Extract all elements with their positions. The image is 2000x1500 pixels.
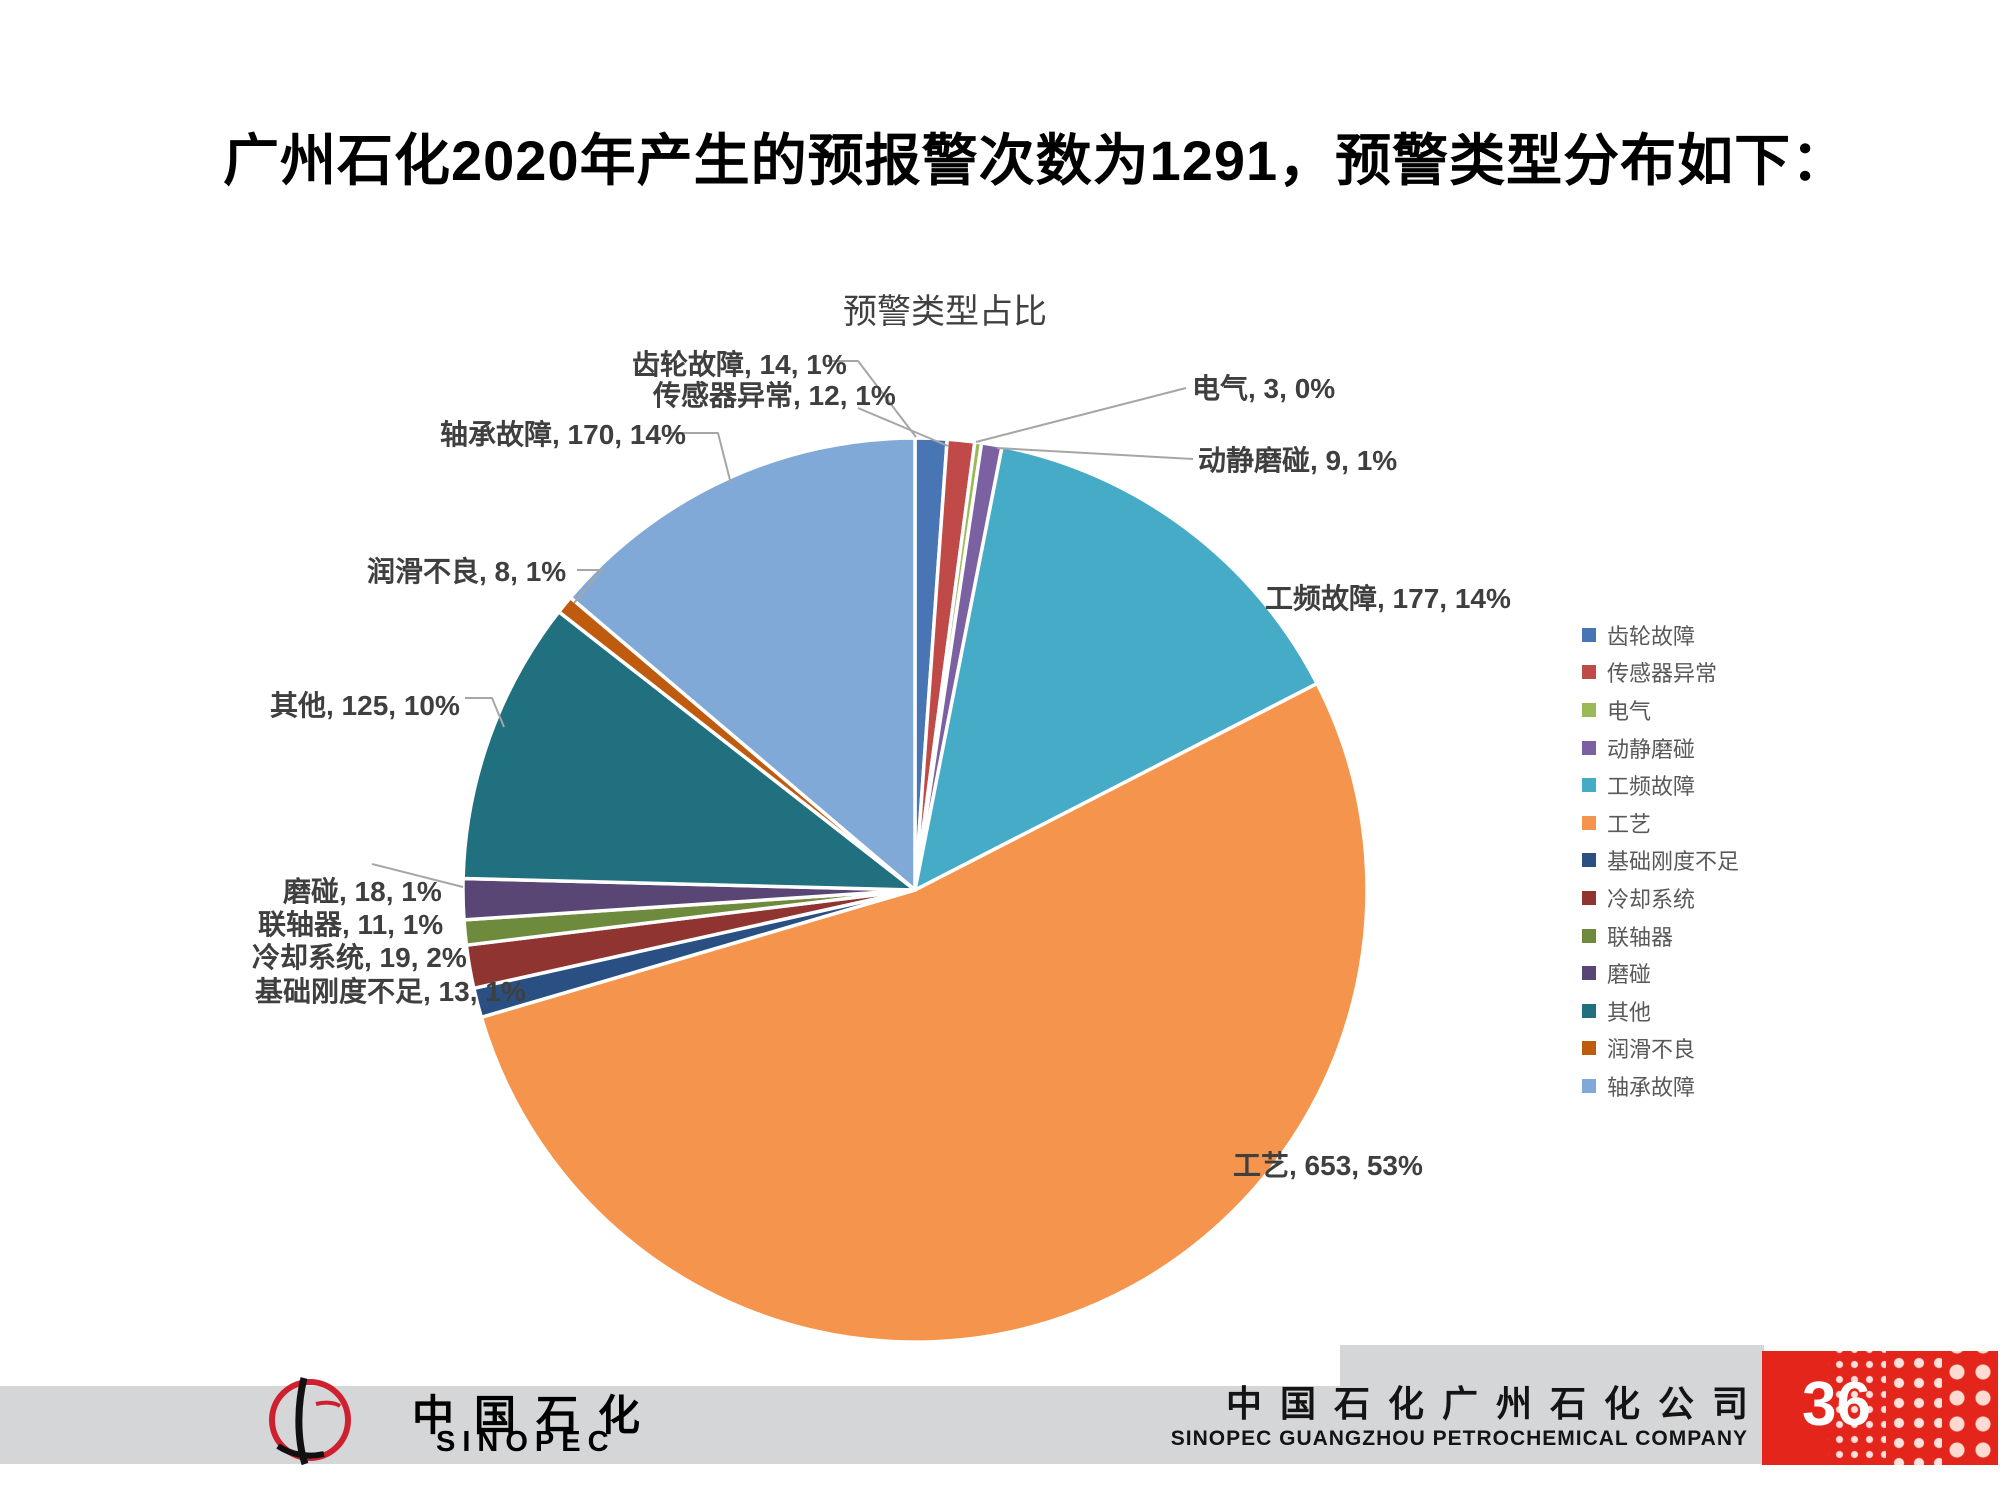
logo-stroke-1 <box>295 1377 309 1466</box>
legend-label-1: 传感器异常 <box>1607 661 1718 687</box>
logo-text-zh: 中国石化 <box>412 1392 661 1439</box>
pie-slice-5 <box>479 681 1369 1344</box>
data-label-coupling: 联轴器, 11, 1% <box>258 909 444 940</box>
logo-stroke-3 <box>315 1400 342 1408</box>
legend-swatch-0 <box>1582 627 1596 642</box>
data-label-power-frequency: 工频故障, 177, 14% <box>1265 583 1511 614</box>
legend-swatch-11 <box>1582 1041 1596 1056</box>
data-label-bearing-fault: 轴承故障, 170, 14% <box>440 419 686 450</box>
leader-sensor-anomaly <box>857 407 949 447</box>
legend-item-0: 齿轮故障 <box>1582 616 1739 654</box>
data-label-other: 其他, 125, 10% <box>270 690 460 721</box>
chart-title: 预警类型占比 <box>843 293 1047 331</box>
data-label-dynamic-static-rub: 动静磨碰, 9, 1% <box>1198 445 1398 476</box>
company-name-zh: 中国石化广州石化公司 <box>1225 1383 1766 1424</box>
legend-item-11: 润滑不良 <box>1582 1030 1739 1068</box>
pie-slice-4 <box>913 444 1319 892</box>
data-label-foundation-stiffness: 基础刚度不足, 13, 1% <box>255 976 526 1007</box>
footer-bar-right <box>1340 1345 1764 1464</box>
legend-label-0: 齿轮故障 <box>1607 623 1696 649</box>
data-label-rubbing: 磨碰, 18, 1% <box>283 876 442 907</box>
legend-item-3: 动静磨碰 <box>1582 729 1739 767</box>
legend-label-8: 联轴器 <box>1607 924 1674 950</box>
legend-swatch-8 <box>1582 928 1596 943</box>
legend-label-3: 动静磨碰 <box>1607 736 1696 762</box>
legend-item-4: 工频故障 <box>1582 766 1739 804</box>
label-leader-lines <box>371 360 1194 888</box>
legend-label-10: 其他 <box>1607 999 1652 1025</box>
legend-label-5: 工艺 <box>1607 811 1652 837</box>
legend-item-5: 工艺 <box>1582 804 1739 842</box>
slide-title: 广州石化2020年产生的预报警次数为1291，预警类型分布如下： <box>223 129 1849 192</box>
legend-swatch-9 <box>1582 966 1596 981</box>
leader-other <box>465 697 505 728</box>
legend-swatch-5 <box>1582 815 1596 830</box>
leader-electrical <box>975 387 1187 443</box>
data-label-gear-fault: 齿轮故障, 14, 1% <box>632 349 847 380</box>
leader-poor-lubrication <box>573 569 603 604</box>
legend-item-8: 联轴器 <box>1582 917 1739 955</box>
legend-swatch-7 <box>1582 890 1596 905</box>
data-label-cooling-system: 冷却系统, 19, 2% <box>252 942 467 973</box>
footer-bar-left <box>0 1386 1340 1464</box>
legend-swatch-12 <box>1582 1078 1596 1093</box>
company-name: 中国石化广州石化公司 SINOPEC GUANGZHOU PETROCHEMIC… <box>1171 1382 1748 1451</box>
legend-label-7: 冷却系统 <box>1607 886 1696 912</box>
legend-item-1: 传感器异常 <box>1582 654 1739 692</box>
logo-text-en: SINOPEC <box>436 1426 616 1458</box>
legend-label-4: 工频故障 <box>1607 774 1696 800</box>
chart-legend: 齿轮故障传感器异常电气动静磨碰工频故障工艺基础刚度不足 冷却系统联轴器磨碰其他润滑… <box>1582 616 1739 1105</box>
halftone-dots-large <box>1942 1351 1998 1465</box>
legend-item-12: 轴承故障 <box>1582 1067 1739 1105</box>
company-name-en: SINOPEC GUANGZHOU PETROCHEMICAL COMPANY <box>1170 1427 1748 1450</box>
legend-label-6: 基础刚度不足 <box>1607 849 1740 875</box>
legend-item-9: 磨碰 <box>1582 954 1739 992</box>
logo-stroke-2 <box>276 1443 325 1459</box>
data-label-poor-lubrication: 润滑不良, 8, 1% <box>367 556 567 587</box>
legend-swatch-10 <box>1582 1003 1596 1018</box>
legend-label-2: 电气 <box>1607 698 1652 724</box>
data-label-sensor-anomaly: 传感器异常, 12, 1% <box>653 380 896 411</box>
legend-swatch-3 <box>1582 740 1596 755</box>
leader-dynamic-static-rub <box>996 447 1194 460</box>
legend-swatch-2 <box>1582 702 1596 717</box>
pie-slice-12 <box>568 436 917 892</box>
legend-item-6: 基础刚度不足 <box>1582 842 1739 880</box>
pie-slices <box>461 436 1369 1344</box>
legend-label-12: 轴承故障 <box>1607 1074 1696 1100</box>
legend-label-11: 润滑不良 <box>1607 1037 1696 1063</box>
leader-bearing-fault <box>668 432 732 485</box>
page-number-block: 36 <box>1762 1351 1998 1465</box>
page-number: 36 <box>1802 1369 1871 1439</box>
legend-item-10: 其他 <box>1582 992 1739 1030</box>
data-label-electrical: 电气, 3, 0% <box>1192 373 1336 404</box>
leader-rubbing <box>371 863 464 888</box>
leader-gear-fault <box>828 360 917 438</box>
legend-item-2: 电气 <box>1582 691 1739 729</box>
data-label-process: 工艺, 653, 53% <box>1233 1150 1423 1181</box>
legend-label-9: 磨碰 <box>1607 962 1652 988</box>
sinopec-logo <box>248 1374 378 1466</box>
pie-slice-10 <box>461 610 917 892</box>
halftone-dots-medium <box>1886 1351 1942 1465</box>
legend-swatch-4 <box>1582 778 1596 793</box>
legend-swatch-1 <box>1582 665 1596 680</box>
halftone-dots-small <box>1828 1351 1886 1465</box>
legend-item-7: 冷却系统 <box>1582 879 1739 917</box>
legend-swatch-6 <box>1582 853 1596 868</box>
